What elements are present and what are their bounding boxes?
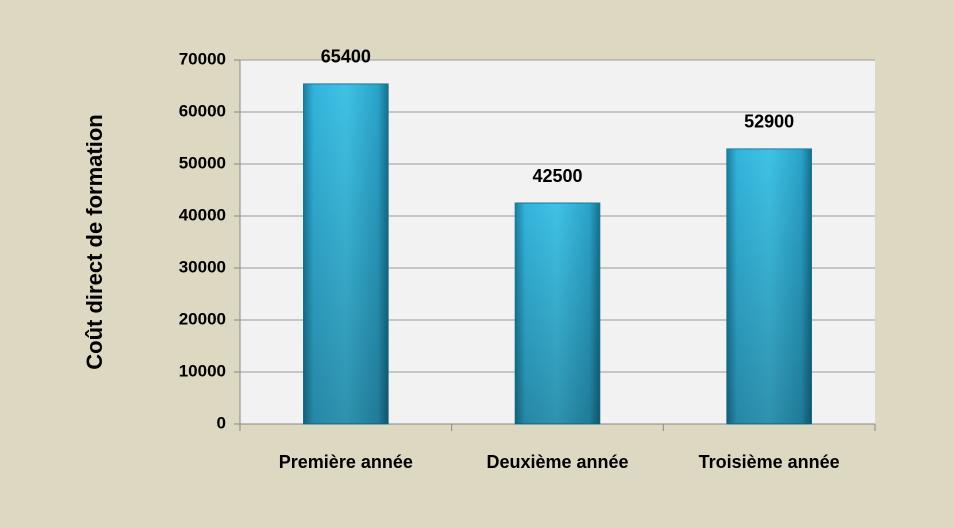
y-tick-label: 70000: [179, 49, 226, 68]
bar: [303, 83, 389, 425]
y-tick-label: 20000: [179, 309, 226, 328]
x-tick-label: Première année: [279, 452, 413, 472]
x-tick-label: Troisième année: [699, 452, 840, 472]
data-label: 65400: [321, 47, 371, 67]
y-tick-label: 30000: [179, 257, 226, 276]
y-tick-label: 60000: [179, 101, 226, 120]
y-tick-label: 50000: [179, 153, 226, 172]
y-axis-label: Coût direct de formation: [82, 114, 107, 369]
bar: [726, 148, 812, 425]
y-tick-label: 10000: [179, 361, 226, 380]
data-label: 42500: [532, 166, 582, 186]
x-tick-label: Deuxième année: [486, 452, 628, 472]
data-label: 52900: [744, 112, 794, 132]
y-tick-label: 0: [217, 413, 226, 432]
y-tick-label: 40000: [179, 205, 226, 224]
bar: [514, 202, 601, 425]
